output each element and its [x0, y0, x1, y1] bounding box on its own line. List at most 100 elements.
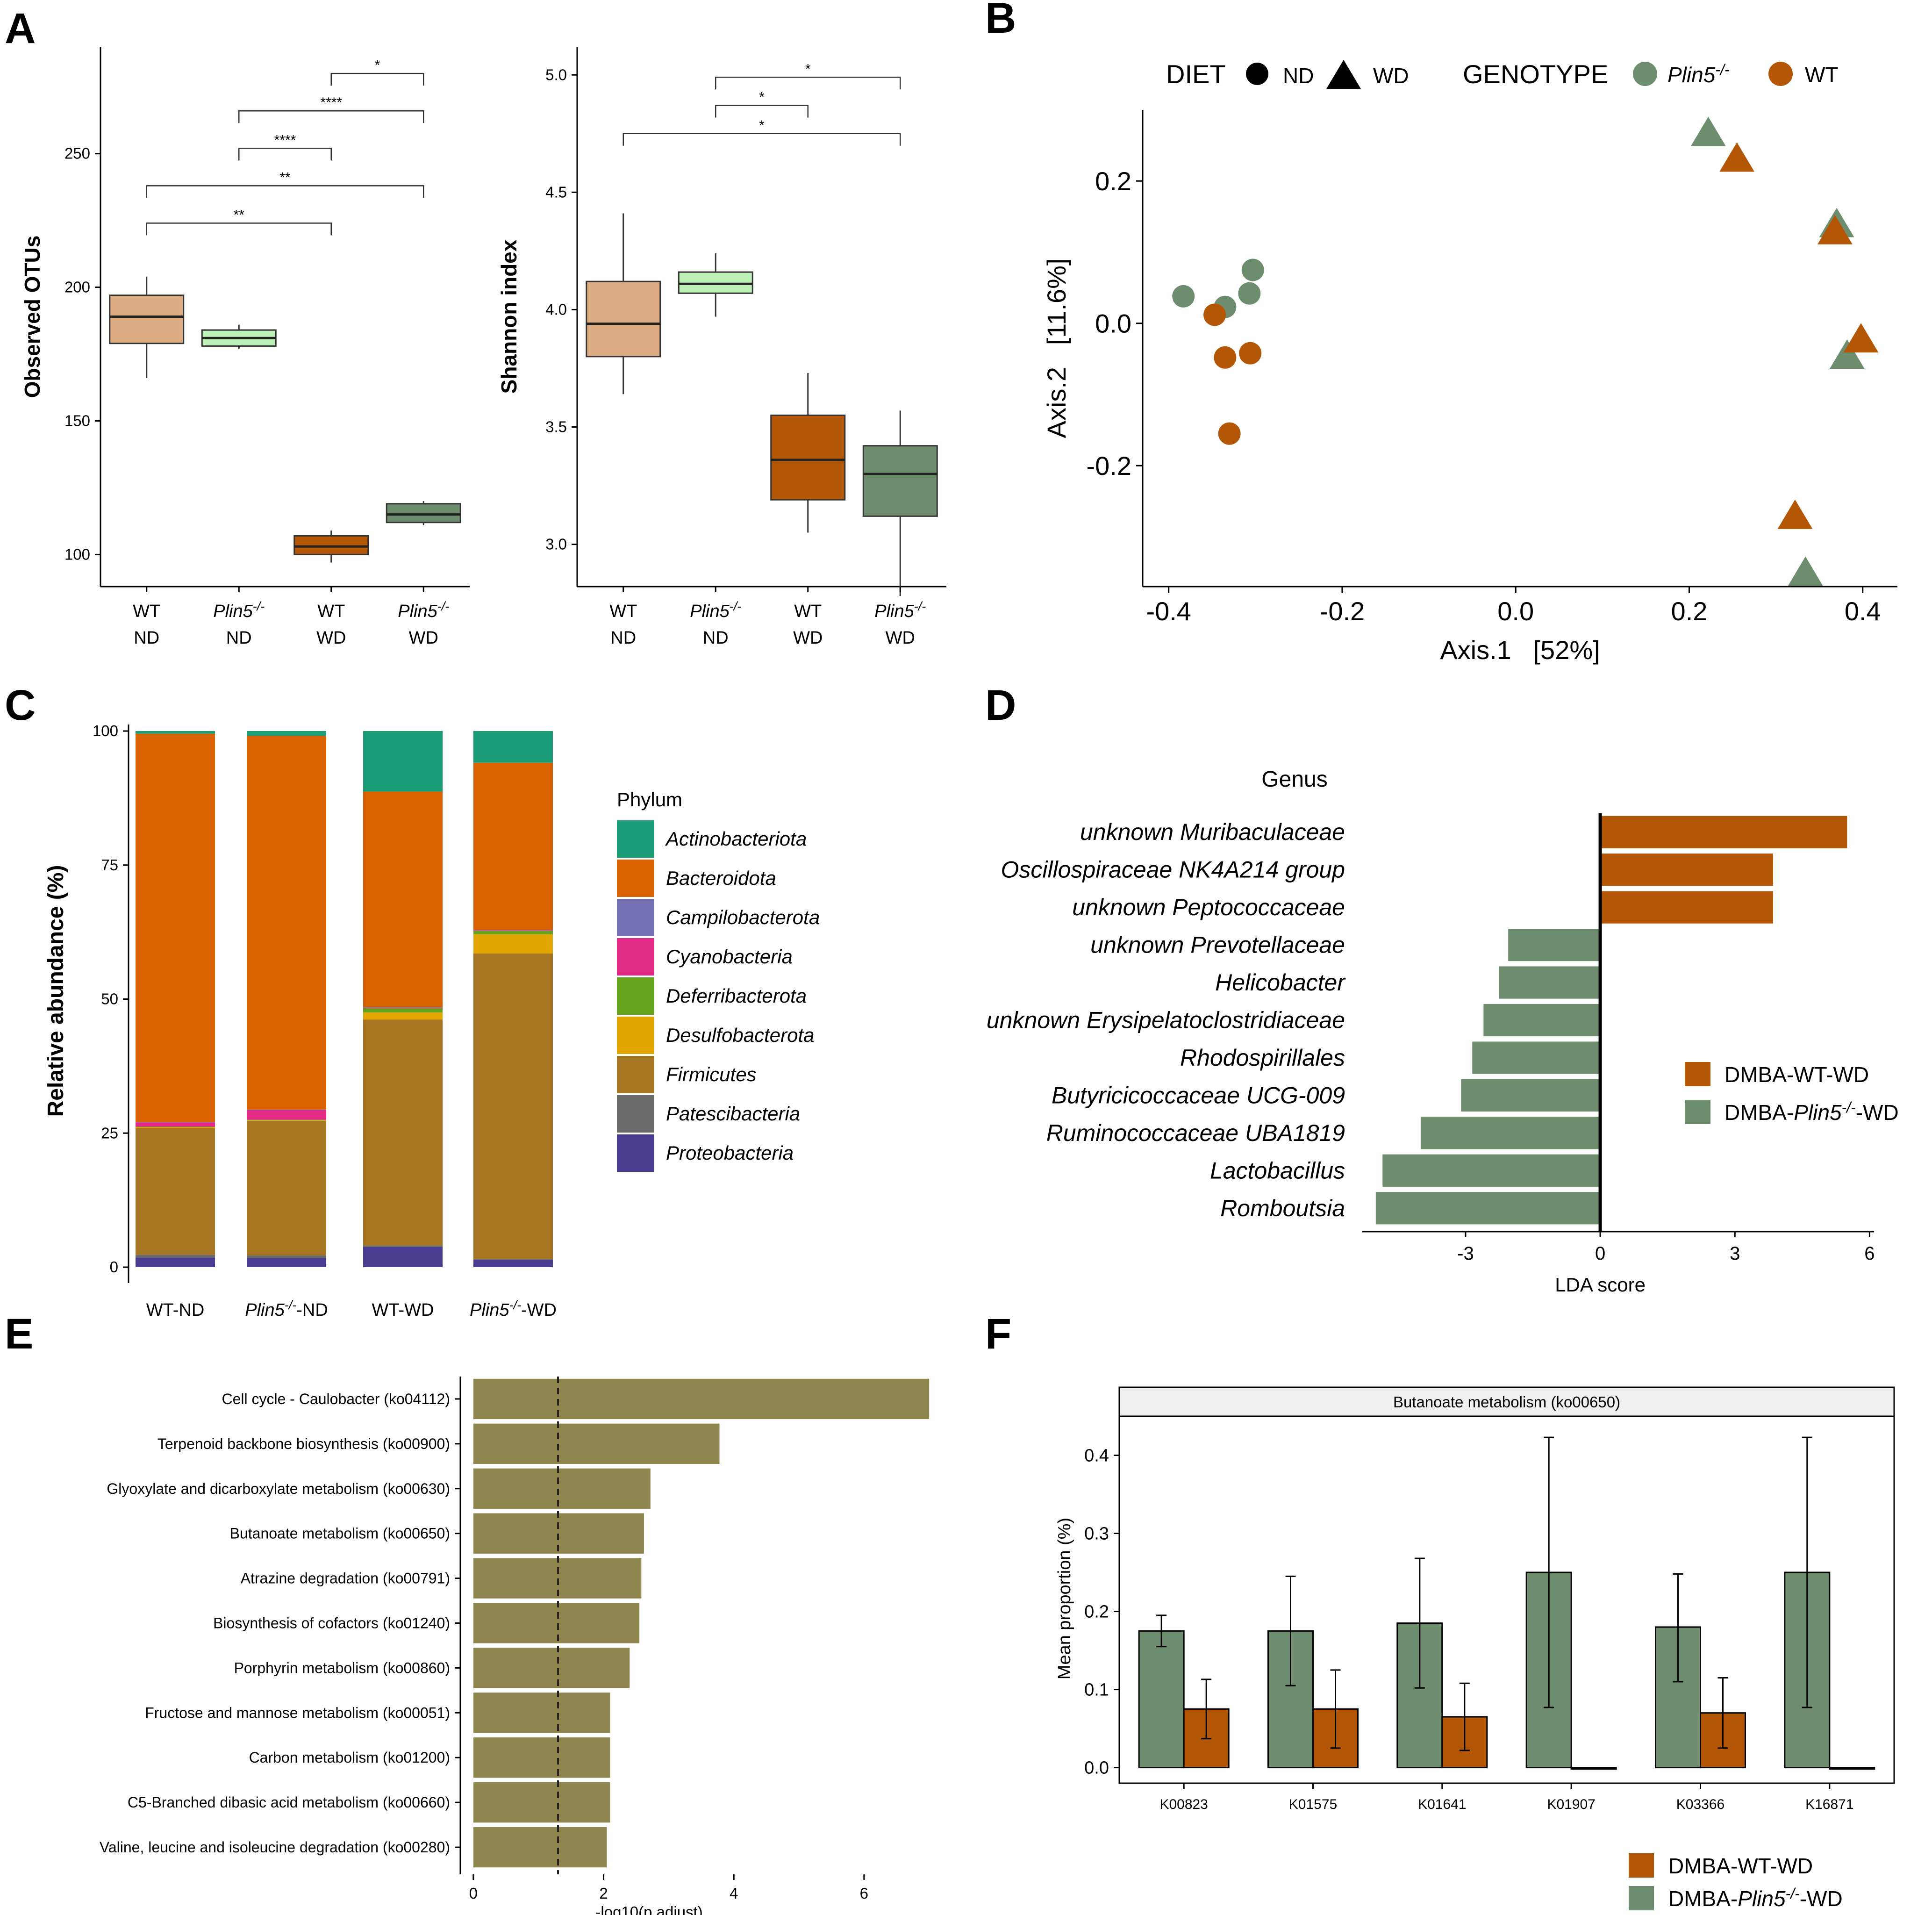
genotype-superscript: -/-	[437, 599, 449, 613]
genus-label: Romboutsia	[1220, 1195, 1345, 1221]
genotype-name: Plin5	[1667, 63, 1716, 87]
stacked-bar-segment	[136, 1257, 215, 1267]
legend-diet-title: DIET	[1166, 59, 1226, 89]
proportion-bar	[1138, 1630, 1185, 1769]
panel-letter-c: C	[5, 681, 36, 729]
stacked-bar-segment	[247, 736, 326, 1110]
legend-label: Deferribacterota	[666, 985, 807, 1007]
pathway-label: Porphyrin metabolism (ko00860)	[234, 1659, 450, 1676]
stacked-bar-segment	[136, 733, 215, 1122]
legend-genotype-title: GENOTYPE	[1463, 59, 1608, 89]
stacked-bar-segment	[473, 931, 553, 934]
genotype-name: Plin5	[470, 1300, 509, 1320]
significance-bracket	[146, 222, 332, 236]
stacked-bar-segment	[473, 930, 553, 931]
y-tick-label: 100	[64, 545, 90, 563]
y-axis-label: Relative abundance (%)	[43, 865, 68, 1117]
genotype-superscript: -/-	[509, 1298, 521, 1312]
x-tick-label-diet: WD	[409, 628, 438, 648]
x-tick-label: 6	[1864, 1243, 1875, 1264]
x-tick-label: 0	[469, 1885, 478, 1902]
legend-swatch	[617, 1056, 654, 1093]
stacked-bar-segment	[247, 731, 326, 736]
genotype-superscript: -/-	[253, 599, 265, 613]
genotype-superscript: -/-	[914, 599, 926, 613]
y-tick-label: 25	[101, 1124, 118, 1141]
stacked-bar-segment	[136, 1122, 215, 1127]
genus-label: unknown Muribaculaceae	[1080, 819, 1345, 845]
facet-strip-title: Butanoate metabolism (ko00650)	[1393, 1393, 1620, 1411]
x-tick-label: WT-ND	[146, 1300, 205, 1320]
x-tick-label: Plin5-/--WD	[470, 1298, 557, 1320]
x-tick-label-diet: ND	[610, 628, 636, 648]
legend-label: Patescibacteria	[666, 1103, 800, 1125]
genus-label: unknown Peptococcaceae	[1072, 894, 1345, 920]
x-tick-label-genotype: Plin5-/-	[213, 599, 265, 621]
legend-nd-circle-icon	[1246, 63, 1268, 85]
y-axis-label: Observed OTUs	[20, 236, 44, 398]
proportion-bar	[1570, 1767, 1617, 1770]
legend-swatch	[617, 820, 654, 858]
y-tick-label: 200	[64, 279, 90, 296]
y-tick-label: 5.0	[545, 66, 567, 83]
box-body	[586, 280, 661, 358]
genotype-superscript: -/-	[1715, 61, 1729, 78]
enrichment-bar	[473, 1468, 651, 1509]
x-tick-label: K00823	[1159, 1797, 1208, 1812]
stacked-bar-segment	[473, 954, 553, 1259]
lda-bar	[1499, 966, 1601, 999]
genus-label: unknown Prevotellaceae	[1090, 932, 1345, 958]
box-body	[678, 271, 753, 294]
x-tick-label: 0.4	[1845, 596, 1881, 626]
panel-f-butanoate-metabolism-chart: Butanoate metabolism (ko00650) 0.0 0.1 0.2 0…	[1055, 1386, 1895, 1911]
pathway-label: Butanoate metabolism (ko00650)	[230, 1525, 450, 1542]
legend-wt-label: DMBA-WT-WD	[1668, 1854, 1813, 1878]
genus-label: Helicobacter	[1215, 969, 1346, 996]
diet-suffix: -ND	[296, 1300, 328, 1320]
group-label: WT-WD	[372, 1300, 434, 1320]
y-axis-label: Mean proportion (%)	[1055, 1518, 1074, 1679]
stacked-bar-segment	[363, 731, 443, 792]
pathway-label: Carbon metabolism (ko01200)	[249, 1749, 450, 1766]
plot-border	[1118, 1415, 1895, 1784]
panel-letter-f: F	[985, 1310, 1011, 1358]
pcoa-point-nd	[1238, 282, 1261, 305]
genus-label: Rhodospirillales	[1180, 1045, 1345, 1071]
x-tick-label: -0.4	[1146, 596, 1191, 626]
significance-bracket	[146, 185, 424, 198]
legend-plin5-swatch	[1685, 1100, 1710, 1124]
y-tick-label: 0.3	[1084, 1524, 1109, 1544]
significance-bracket	[715, 105, 809, 118]
lda-bar	[1472, 1041, 1601, 1074]
pcoa-point-nd	[1218, 422, 1241, 445]
x-tick-label: K16871	[1805, 1797, 1853, 1812]
x-tick-label-genotype: Plin5-/-	[874, 599, 926, 621]
legend-swatch	[617, 860, 654, 897]
diet-suffix: -WD	[521, 1300, 557, 1320]
stacked-bar-segment	[136, 1126, 215, 1127]
genotype-name: Plin5	[398, 602, 437, 621]
y-tick-label: 250	[64, 145, 90, 162]
stacked-bar-segment	[136, 1127, 215, 1128]
pcoa-point-wd	[1788, 556, 1823, 586]
legend-label: Proteobacteria	[666, 1142, 794, 1164]
legend-plin5-circle-icon	[1633, 62, 1657, 86]
x-tick-label-genotype: Plin5-/-	[398, 599, 449, 621]
x-tick-label-diet: WD	[316, 628, 346, 648]
group-label: WT-ND	[146, 1300, 205, 1320]
genotype-name: Plin5	[874, 602, 914, 621]
enrichment-bar	[473, 1693, 610, 1733]
x-tick-label-diet: WD	[886, 628, 915, 648]
pcoa-point-nd	[1203, 303, 1226, 326]
pathway-label: Glyoxylate and dicarboxylate metabolism …	[107, 1480, 450, 1497]
legend-label: Bacteroidota	[666, 867, 776, 889]
significance-bracket	[330, 72, 424, 86]
stacked-bar-segment	[473, 1259, 553, 1260]
genotype-name: Plin5	[245, 1300, 285, 1320]
significance-label: *	[759, 90, 765, 105]
significance-label: **	[234, 207, 245, 222]
genotype-superscript: -/-	[285, 1298, 296, 1312]
legend-label: Firmicutes	[666, 1063, 757, 1085]
x-tick-label: Plin5-/--ND	[245, 1298, 328, 1320]
x-axis-label: Axis.1 [52%]	[1440, 635, 1600, 665]
